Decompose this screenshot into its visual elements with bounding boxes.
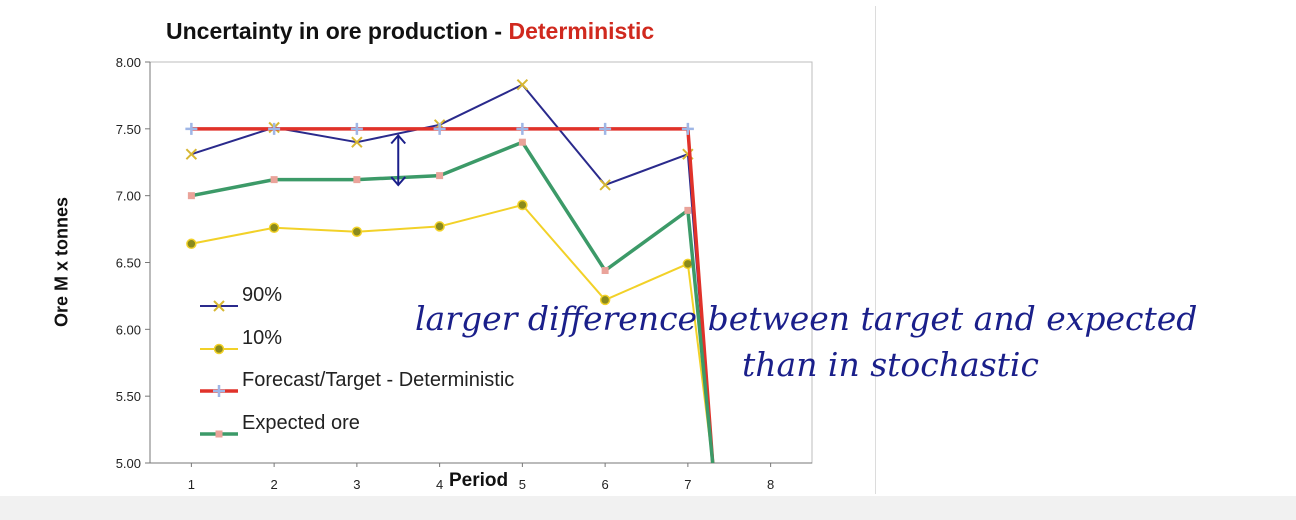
y-tick-label: 6.50: [116, 256, 141, 271]
data-point: [351, 226, 363, 238]
x-tick-label: 3: [353, 477, 360, 492]
data-point: [601, 267, 609, 275]
data-point: [268, 122, 281, 135]
vertical-divider: [875, 6, 876, 494]
y-tick-label: 8.00: [116, 55, 141, 70]
data-point: [351, 136, 363, 148]
chart-title-accent: Deterministic: [508, 18, 655, 44]
data-point: [684, 206, 692, 214]
data-point: [681, 122, 694, 135]
data-point: [518, 138, 526, 146]
x-axis-label: Period: [449, 470, 509, 491]
legend-label: Forecast/Target - Deterministic: [242, 369, 514, 391]
data-point: [350, 122, 363, 135]
x-tick-label: 4: [436, 477, 443, 492]
x-tick-label: 6: [602, 477, 609, 492]
data-point: [517, 199, 528, 211]
data-point: [270, 176, 278, 184]
legend-marker: [213, 343, 225, 355]
x-tick-label: 2: [271, 477, 278, 492]
x-tick-label: 1: [188, 477, 195, 492]
data-point: [433, 122, 446, 135]
data-point: [599, 179, 611, 191]
data-point: [516, 79, 529, 91]
x-tick-label: 8: [767, 477, 774, 492]
y-tick-label: 5.50: [116, 389, 141, 404]
data-point: [436, 172, 444, 180]
handwritten-note-line2: than in stochastic: [742, 345, 1039, 384]
legend-label: 10%: [242, 327, 282, 349]
data-point: [599, 122, 612, 135]
data-point: [268, 222, 280, 233]
series-line-0: [191, 83, 714, 464]
data-point: [187, 192, 195, 200]
data-point: [353, 176, 361, 184]
legend-label: 90%: [242, 284, 282, 306]
data-point: [186, 238, 197, 250]
series-line-2: [191, 127, 715, 464]
legend-marker: [213, 300, 225, 312]
plot-frame: [149, 61, 813, 464]
legend-label: Expected ore: [242, 412, 360, 434]
data-point: [516, 122, 529, 135]
data-point: [185, 122, 198, 135]
data-point: [434, 221, 445, 232]
y-tick-label: 6.00: [116, 322, 141, 337]
data-point: [599, 294, 611, 306]
y-tick-label: 7.00: [116, 189, 141, 204]
handwritten-note-line1: larger difference between target and exp…: [415, 299, 1197, 338]
handwritten-arrow-head-bottom: [390, 176, 407, 187]
series-line-3: [191, 140, 715, 464]
chart-title: Uncertainty in ore production - Determin…: [166, 18, 654, 45]
x-tick-label: 7: [684, 477, 691, 492]
legend-marker: [215, 430, 223, 438]
x-tick-label: 5: [519, 477, 526, 492]
data-point: [682, 258, 694, 270]
chart-title-text: Uncertainty in ore production -: [166, 18, 509, 44]
y-tick-label: 5.00: [116, 456, 141, 471]
bottom-strip: [0, 496, 1296, 520]
series-line-1: [191, 204, 714, 464]
handwritten-arrow-head-top: [390, 133, 407, 145]
data-point: [185, 148, 198, 160]
y-tick-label: 7.50: [116, 122, 141, 137]
legend-marker: [213, 385, 225, 397]
